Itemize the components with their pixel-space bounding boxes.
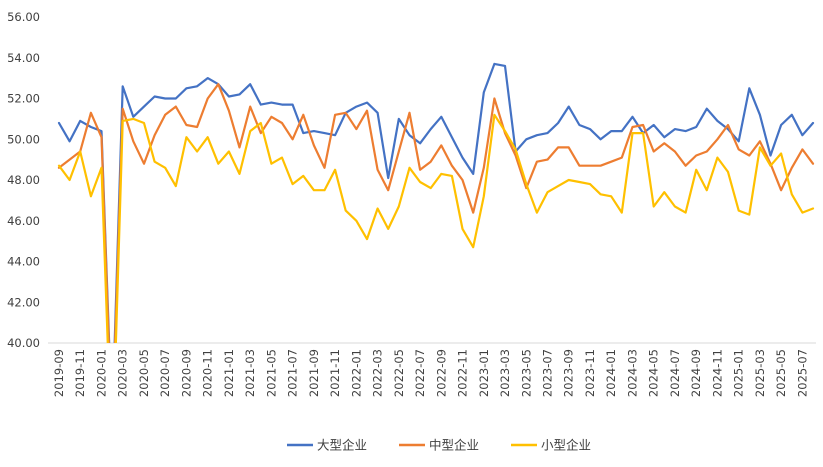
x-tick-label: 2021-05 (264, 349, 278, 397)
x-tick-label: 2023-05 (519, 349, 533, 397)
x-tick-label: 2025-07 (795, 349, 809, 397)
y-tick-label: 46.00 (7, 214, 40, 228)
x-tick-label: 2020-11 (201, 349, 215, 397)
legend-item: 大型企业 (287, 438, 367, 453)
x-tick-label: 2022-07 (413, 349, 427, 397)
y-tick-label: 48.00 (7, 173, 40, 187)
x-axis-tick-labels: 2019-09 2019-11 2020-01 2020-03 2020-05 2020-… (52, 349, 809, 397)
x-tick-label: 2020-09 (179, 349, 193, 397)
x-tick-label: 2025-01 (732, 349, 746, 397)
x-tick-label: 2021-07 (286, 349, 300, 397)
x-tick-label: 2024-05 (647, 349, 661, 397)
legend-label: 小型企业 (541, 438, 591, 453)
y-tick-label: 42.00 (7, 295, 40, 309)
x-tick-label: 2022-05 (392, 349, 406, 397)
x-tick-label: 2024-11 (710, 349, 724, 397)
x-tick-label: 2020-03 (116, 349, 130, 397)
x-tick-label: 2023-09 (562, 349, 576, 397)
x-tick-label: 2019-11 (73, 349, 87, 397)
y-tick-label: 54.00 (7, 51, 40, 65)
legend-item: 中型企业 (399, 438, 479, 453)
x-tick-label: 2024-09 (689, 349, 703, 397)
x-tick-label: 2022-11 (456, 349, 470, 397)
series-line-1 (57, 62, 815, 343)
x-tick-label: 2022-09 (434, 349, 448, 397)
y-axis-tick-labels: 40.00 42.00 44.00 46.00 48.00 50.00 52.00 54.00… (7, 10, 40, 350)
x-tick-label: 2024-01 (604, 349, 618, 397)
x-tick-label: 2021-11 (328, 349, 342, 397)
y-tick-label: 56.00 (7, 10, 40, 24)
x-tick-label: 2025-03 (753, 349, 767, 397)
x-tick-label: 2020-05 (137, 349, 151, 397)
y-tick-label: 50.00 (7, 132, 40, 146)
x-tick-label: 2023-07 (541, 349, 555, 397)
legend: 大型企业 中型企业 小型企业 (287, 438, 591, 453)
x-tick-label: 2022-03 (371, 349, 385, 397)
legend-label: 大型企业 (317, 438, 367, 453)
x-tick-label: 2022-01 (349, 349, 363, 397)
series-lines (57, 62, 815, 343)
legend-label: 中型企业 (429, 438, 479, 453)
x-tick-label: 2019-09 (52, 349, 66, 397)
x-tick-label: 2023-03 (498, 349, 512, 397)
series-line-2 (57, 83, 815, 343)
x-tick-label: 2023-11 (583, 349, 597, 397)
y-tick-label: 44.00 (7, 255, 40, 269)
y-tick-label: 52.00 (7, 92, 40, 106)
series-line-3 (57, 113, 815, 343)
x-tick-label: 2021-01 (222, 349, 236, 397)
y-tick-label: 40.00 (7, 336, 40, 350)
x-tick-label: 2021-03 (243, 349, 257, 397)
x-tick-label: 2021-09 (307, 349, 321, 397)
x-tick-label: 2025-05 (774, 349, 788, 397)
x-tick-label: 2024-03 (625, 349, 639, 397)
x-tick-label: 2024-07 (668, 349, 682, 397)
legend-item: 小型企业 (511, 438, 591, 453)
x-tick-label: 2020-07 (158, 349, 172, 397)
x-tick-label: 2020-01 (94, 349, 108, 397)
x-tick-label: 2023-01 (477, 349, 491, 397)
